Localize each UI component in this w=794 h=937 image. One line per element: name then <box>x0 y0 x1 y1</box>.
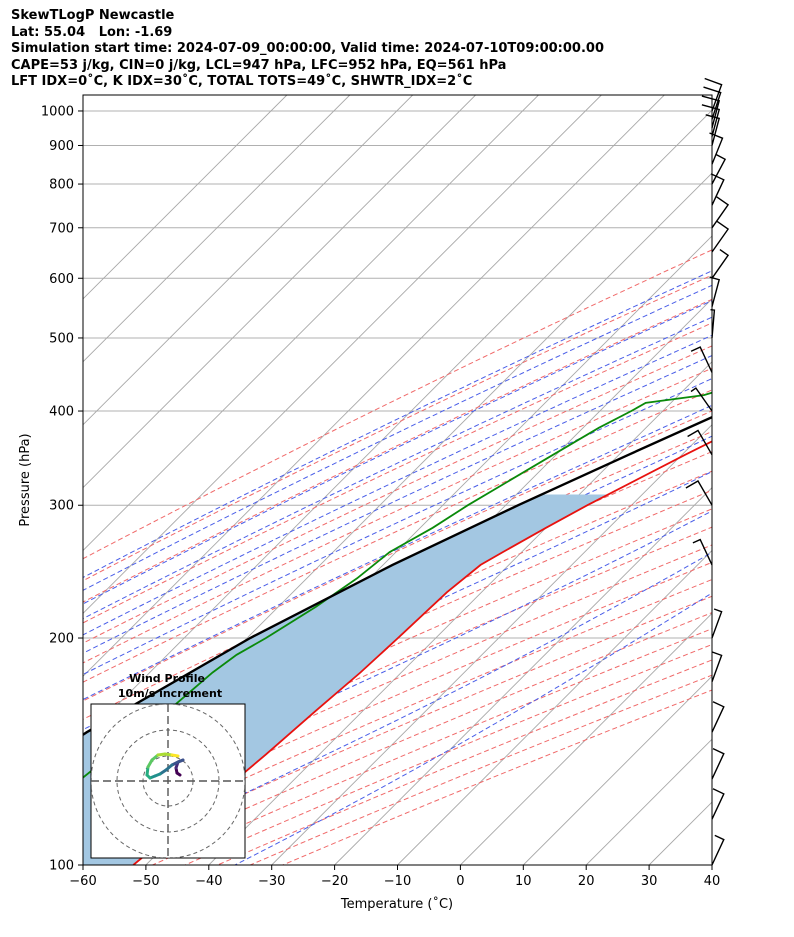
location-line: Lat: 55.04 Lon: -1.69 <box>11 24 173 40</box>
y-tick-label: 500 <box>49 331 74 346</box>
chart-title: SkewTLogP Newcastle <box>11 8 175 23</box>
indices-line-1: CAPE=53 j/kg, CIN=0 j/kg, LCL=947 hPa, L… <box>11 57 507 73</box>
x-tick-label: −30 <box>258 874 285 889</box>
wind-barb <box>709 276 721 307</box>
wind-barb <box>701 104 721 137</box>
y-tick-label: 200 <box>49 632 74 647</box>
x-tick-label: −60 <box>69 874 96 889</box>
dry-adiabat-line <box>83 489 712 773</box>
wind-barb <box>711 834 725 866</box>
wind-barb <box>703 86 722 120</box>
dry-adiabat-line <box>282 689 712 865</box>
y-tick-label: 100 <box>49 859 74 874</box>
x-tick-label: −50 <box>132 874 159 889</box>
dry-adiabat-line <box>83 367 712 664</box>
isotherm-line <box>83 95 351 363</box>
wind-barb <box>711 701 725 733</box>
hodograph-subtitle: 10m/s increment <box>118 687 222 700</box>
wind-barb <box>711 608 723 639</box>
moist-adiabat-line <box>83 355 712 654</box>
isotherm-line <box>522 675 712 865</box>
dry-adiabat-line <box>217 659 712 865</box>
temperature-line <box>132 440 712 865</box>
x-tick-label: 30 <box>641 874 658 889</box>
moist-adiabat-line <box>234 592 712 865</box>
wind-barb <box>711 651 723 682</box>
isotherm-line <box>208 361 712 865</box>
y-tick-label: 800 <box>49 178 74 193</box>
wind-barb <box>701 95 721 128</box>
moist-adiabat-line <box>83 284 712 591</box>
isotherm-line <box>648 801 712 865</box>
x-tick-label: 0 <box>456 874 464 889</box>
parcel-profile-line <box>83 415 712 737</box>
wind-barb <box>711 220 730 253</box>
isotherm-line <box>334 486 712 865</box>
moist-adiabat-line <box>83 316 712 620</box>
y-tick-label: 1000 <box>41 104 74 119</box>
wind-barb <box>704 77 723 112</box>
indices-line-2: LFT IDX=0˚C, K IDX=30˚C, TOTAL TOTS=49˚C… <box>11 74 473 89</box>
moist-adiabat-line <box>83 300 712 605</box>
moist-adiabat-line <box>83 378 712 676</box>
dry-adiabat-line <box>83 298 712 603</box>
wind-barb <box>705 114 721 146</box>
x-axis-label: Temperature (˚C) <box>340 896 453 912</box>
isotherm-line <box>83 95 288 300</box>
hodograph-title: Wind Profile <box>129 672 205 685</box>
x-tick-label: −10 <box>384 874 411 889</box>
hodograph-trace <box>170 753 180 758</box>
wind-barb <box>711 747 725 780</box>
dry-adiabat-line <box>83 508 712 790</box>
wind-barb <box>709 132 724 165</box>
isotherm-line <box>83 95 602 615</box>
x-tick-label: 20 <box>578 874 595 889</box>
wind-barb <box>711 196 730 229</box>
wind-barb <box>692 538 713 566</box>
x-tick-label: −20 <box>321 874 348 889</box>
x-tick-label: 10 <box>515 874 532 889</box>
isotherm-line <box>775 95 794 865</box>
wind-barb <box>690 387 713 412</box>
time-line: Simulation start time: 2024-07-09_00:00:… <box>11 41 604 56</box>
x-tick-label: −40 <box>195 874 222 889</box>
wind-barb <box>710 309 716 339</box>
y-tick-label: 700 <box>49 221 74 236</box>
y-tick-label: 600 <box>49 272 74 287</box>
isotherm-line <box>460 612 712 865</box>
y-axis-label: Pressure (hPa) <box>18 433 33 526</box>
wind-barb <box>711 788 725 820</box>
x-tick-label: 40 <box>704 874 721 889</box>
dry-adiabat-line <box>83 410 712 702</box>
moist-adiabat-line <box>83 270 712 579</box>
dewpoint-line <box>83 391 712 779</box>
isotherm-line <box>271 424 712 865</box>
wind-barb <box>711 249 730 279</box>
wind-barb <box>710 173 725 206</box>
wind-barb <box>687 429 713 456</box>
isotherm-line <box>397 549 712 865</box>
dry-adiabat-line <box>83 322 712 624</box>
moist-adiabat-line <box>83 510 712 813</box>
y-tick-label: 300 <box>49 499 74 514</box>
wind-barb <box>690 346 713 373</box>
chart-header: SkewTLogP Newcastle Lat: 55.04 Lon: -1.6… <box>11 8 604 91</box>
isotherm-line <box>83 95 665 677</box>
hodograph-inset: Wind Profile 10m/s increment <box>90 672 246 859</box>
isotherm-line <box>83 95 414 426</box>
isotherm-line <box>83 95 539 552</box>
dry-adiabat-line <box>83 544 712 822</box>
isotherm-line <box>83 95 476 489</box>
moist-adiabat-line <box>91 551 712 865</box>
y-tick-label: 400 <box>49 405 74 420</box>
dry-adiabat-line <box>83 470 712 756</box>
dry-adiabat-line <box>83 249 712 560</box>
mixing-ratio-line <box>723 95 794 307</box>
y-tick-label: 900 <box>49 139 74 154</box>
wind-barb <box>685 480 713 506</box>
